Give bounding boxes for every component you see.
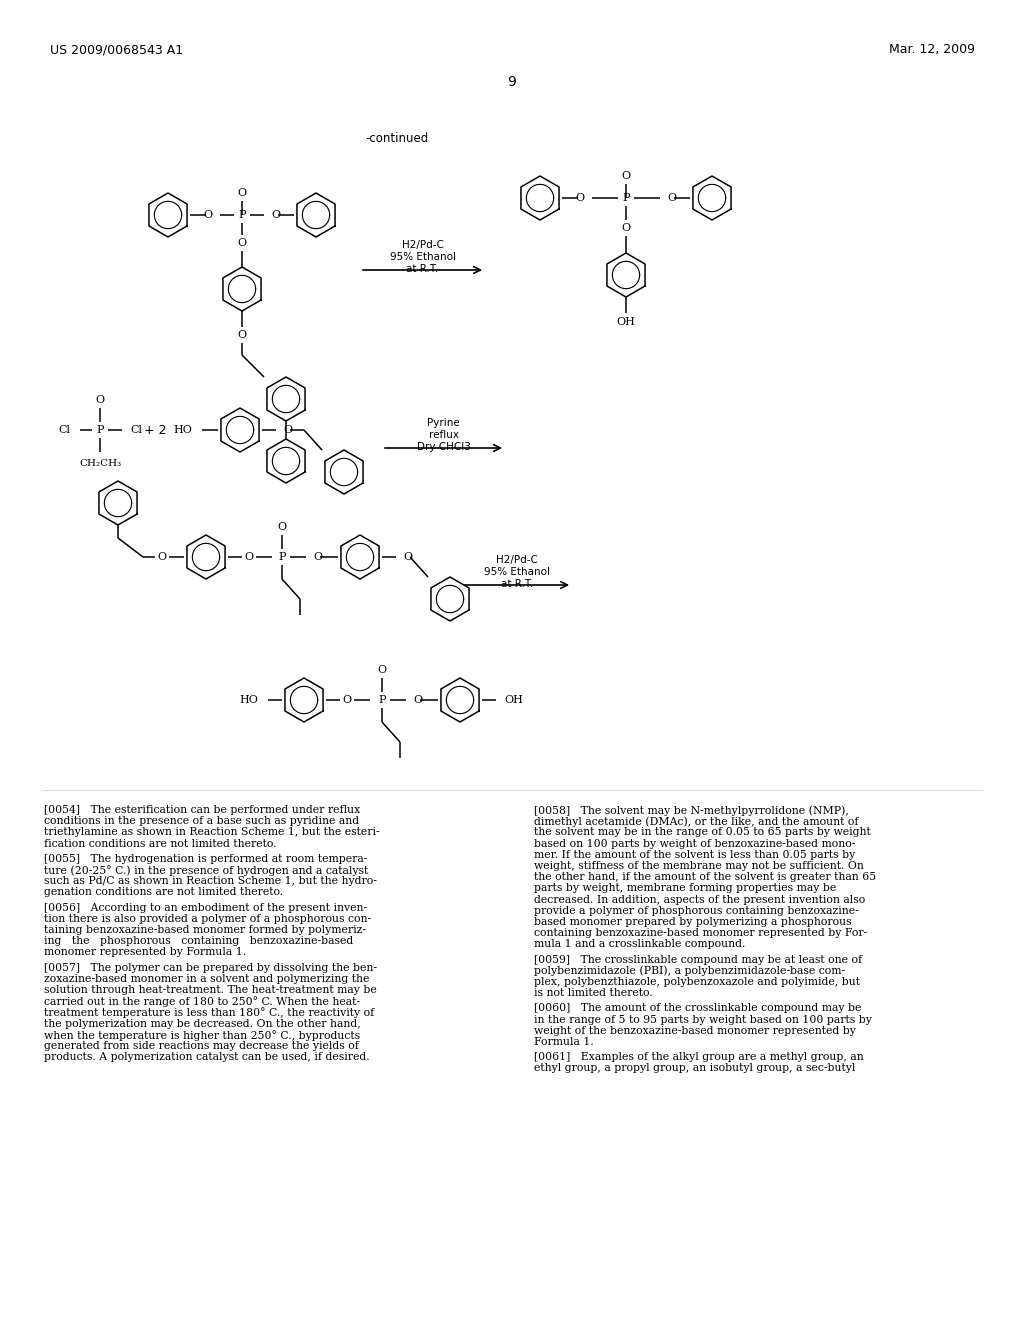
Text: carried out in the range of 180 to 250° C. When the heat-: carried out in the range of 180 to 250° …: [44, 997, 360, 1007]
Text: polybenzimidazole (PBI), a polybenzimidazole-base com-: polybenzimidazole (PBI), a polybenzimida…: [534, 966, 845, 977]
Text: tion there is also provided a polymer of a phosphorous con-: tion there is also provided a polymer of…: [44, 913, 371, 924]
Text: O: O: [575, 193, 585, 203]
Text: O: O: [238, 238, 247, 248]
Text: OH: OH: [504, 696, 523, 705]
Text: Pyrine
reflux
Dry CHCl3: Pyrine reflux Dry CHCl3: [417, 418, 470, 451]
Text: US 2009/0068543 A1: US 2009/0068543 A1: [50, 44, 183, 57]
Text: P: P: [279, 552, 286, 562]
Text: [0054]   The esterification can be performed under reflux: [0054] The esterification can be perform…: [44, 805, 360, 814]
Text: the solvent may be in the range of 0.05 to 65 parts by weight: the solvent may be in the range of 0.05 …: [534, 828, 870, 837]
Text: ing   the   phosphorous   containing   benzoxazine-based: ing the phosphorous containing benzoxazi…: [44, 936, 353, 946]
Text: containing benzoxazine-based monomer represented by For-: containing benzoxazine-based monomer rep…: [534, 928, 867, 939]
Text: P: P: [239, 210, 246, 220]
Text: H2/Pd-C
95% Ethanol
at R.T.: H2/Pd-C 95% Ethanol at R.T.: [484, 556, 550, 589]
Text: O: O: [342, 696, 351, 705]
Text: the polymerization may be decreased. On the other hand,: the polymerization may be decreased. On …: [44, 1019, 360, 1028]
Text: + 2: + 2: [143, 424, 166, 437]
Text: provide a polymer of phosphorous containing benzoxazine-: provide a polymer of phosphorous contain…: [534, 906, 859, 916]
Text: conditions in the presence of a base such as pyridine and: conditions in the presence of a base suc…: [44, 816, 359, 826]
Text: O: O: [622, 172, 631, 181]
Text: P: P: [378, 696, 386, 705]
Text: O: O: [378, 665, 387, 675]
Text: genation conditions are not limited thereto.: genation conditions are not limited ther…: [44, 887, 283, 898]
Text: 9: 9: [508, 75, 516, 88]
Text: Mar. 12, 2009: Mar. 12, 2009: [889, 44, 975, 57]
Text: decreased. In addition, aspects of the present invention also: decreased. In addition, aspects of the p…: [534, 895, 865, 904]
Text: mula 1 and a crosslinkable compound.: mula 1 and a crosslinkable compound.: [534, 940, 745, 949]
Text: taining benzoxazine-based monomer formed by polymeriz-: taining benzoxazine-based monomer formed…: [44, 925, 366, 935]
Text: HO: HO: [173, 425, 193, 436]
Text: based monomer prepared by polymerizing a phosphorous: based monomer prepared by polymerizing a…: [534, 917, 852, 927]
Text: O: O: [238, 330, 247, 341]
Text: O: O: [313, 552, 323, 562]
Text: O: O: [271, 210, 281, 220]
Text: HO: HO: [240, 696, 258, 705]
Text: O: O: [278, 521, 287, 532]
Text: O: O: [238, 187, 247, 198]
Text: when the temperature is higher than 250° C., byproducts: when the temperature is higher than 250°…: [44, 1030, 360, 1040]
Text: H2/Pd-C
95% Ethanol
at R.T.: H2/Pd-C 95% Ethanol at R.T.: [389, 240, 456, 273]
Text: Cl: Cl: [58, 425, 70, 436]
Text: zoxazine-based monomer in a solvent and polymerizing the: zoxazine-based monomer in a solvent and …: [44, 974, 370, 983]
Text: ethyl group, a propyl group, an isobutyl group, a sec-butyl: ethyl group, a propyl group, an isobutyl…: [534, 1064, 855, 1073]
Text: [0055]   The hydrogenation is performed at room tempera-: [0055] The hydrogenation is performed at…: [44, 854, 368, 863]
Text: ture (20-25° C.) in the presence of hydrogen and a catalyst: ture (20-25° C.) in the presence of hydr…: [44, 865, 369, 876]
Text: O: O: [403, 552, 412, 562]
Text: weight, stiffness of the membrane may not be sufficient. On: weight, stiffness of the membrane may no…: [534, 861, 864, 871]
Text: parts by weight, membrane forming properties may be: parts by weight, membrane forming proper…: [534, 883, 837, 894]
Text: CH₂CH₃: CH₂CH₃: [79, 459, 121, 469]
Text: [0061]   Examples of the alkyl group are a methyl group, an: [0061] Examples of the alkyl group are a…: [534, 1052, 864, 1063]
Text: O: O: [622, 223, 631, 234]
Text: Cl: Cl: [130, 425, 142, 436]
Text: O: O: [204, 210, 213, 220]
Text: O: O: [245, 552, 254, 562]
Text: [0057]   The polymer can be prepared by dissolving the ben-: [0057] The polymer can be prepared by di…: [44, 962, 377, 973]
Text: fication conditions are not limited thereto.: fication conditions are not limited ther…: [44, 838, 276, 849]
Text: triethylamine as shown in Reaction Scheme 1, but the esteri-: triethylamine as shown in Reaction Schem…: [44, 828, 380, 837]
Text: O: O: [283, 425, 292, 436]
Text: solution through heat-treatment. The heat-treatment may be: solution through heat-treatment. The hea…: [44, 985, 377, 995]
Text: weight of the benzoxazine-based monomer represented by: weight of the benzoxazine-based monomer …: [534, 1026, 856, 1036]
Text: plex, polybenzthiazole, polybenzoxazole and polyimide, but: plex, polybenzthiazole, polybenzoxazole …: [534, 977, 860, 987]
Text: -continued: -continued: [365, 132, 428, 144]
Text: O: O: [95, 395, 104, 405]
Text: products. A polymerization catalyst can be used, if desired.: products. A polymerization catalyst can …: [44, 1052, 370, 1063]
Text: P: P: [623, 193, 630, 203]
Text: dimethyl acetamide (DMAc), or the like, and the amount of: dimethyl acetamide (DMAc), or the like, …: [534, 816, 858, 826]
Text: [0056]   According to an embodiment of the present inven-: [0056] According to an embodiment of the…: [44, 903, 368, 912]
Text: mer. If the amount of the solvent is less than 0.05 parts by: mer. If the amount of the solvent is les…: [534, 850, 855, 859]
Text: P: P: [96, 425, 103, 436]
Text: OH: OH: [616, 317, 636, 327]
Text: [0060]   The amount of the crosslinkable compound may be: [0060] The amount of the crosslinkable c…: [534, 1003, 861, 1014]
Text: the other hand, if the amount of the solvent is greater than 65: the other hand, if the amount of the sol…: [534, 873, 877, 882]
Text: treatment temperature is less than 180° C., the reactivity of: treatment temperature is less than 180° …: [44, 1007, 374, 1018]
Text: based on 100 parts by weight of benzoxazine-based mono-: based on 100 parts by weight of benzoxaz…: [534, 838, 855, 849]
Text: [0058]   The solvent may be N-methylpyrrolidone (NMP),: [0058] The solvent may be N-methylpyrrol…: [534, 805, 849, 816]
Text: generated from side reactions may decrease the yields of: generated from side reactions may decrea…: [44, 1041, 358, 1051]
Text: Formula 1.: Formula 1.: [534, 1038, 594, 1047]
Text: [0059]   The crosslinkable compound may be at least one of: [0059] The crosslinkable compound may be…: [534, 954, 862, 965]
Text: O: O: [158, 552, 167, 562]
Text: such as Pd/C as shown in Reaction Scheme 1, but the hydro-: such as Pd/C as shown in Reaction Scheme…: [44, 876, 377, 886]
Text: O: O: [413, 696, 422, 705]
Text: is not limited thereto.: is not limited thereto.: [534, 989, 652, 998]
Text: in the range of 5 to 95 parts by weight based on 100 parts by: in the range of 5 to 95 parts by weight …: [534, 1015, 871, 1024]
Text: O: O: [667, 193, 676, 203]
Text: monomer represented by Formula 1.: monomer represented by Formula 1.: [44, 948, 246, 957]
